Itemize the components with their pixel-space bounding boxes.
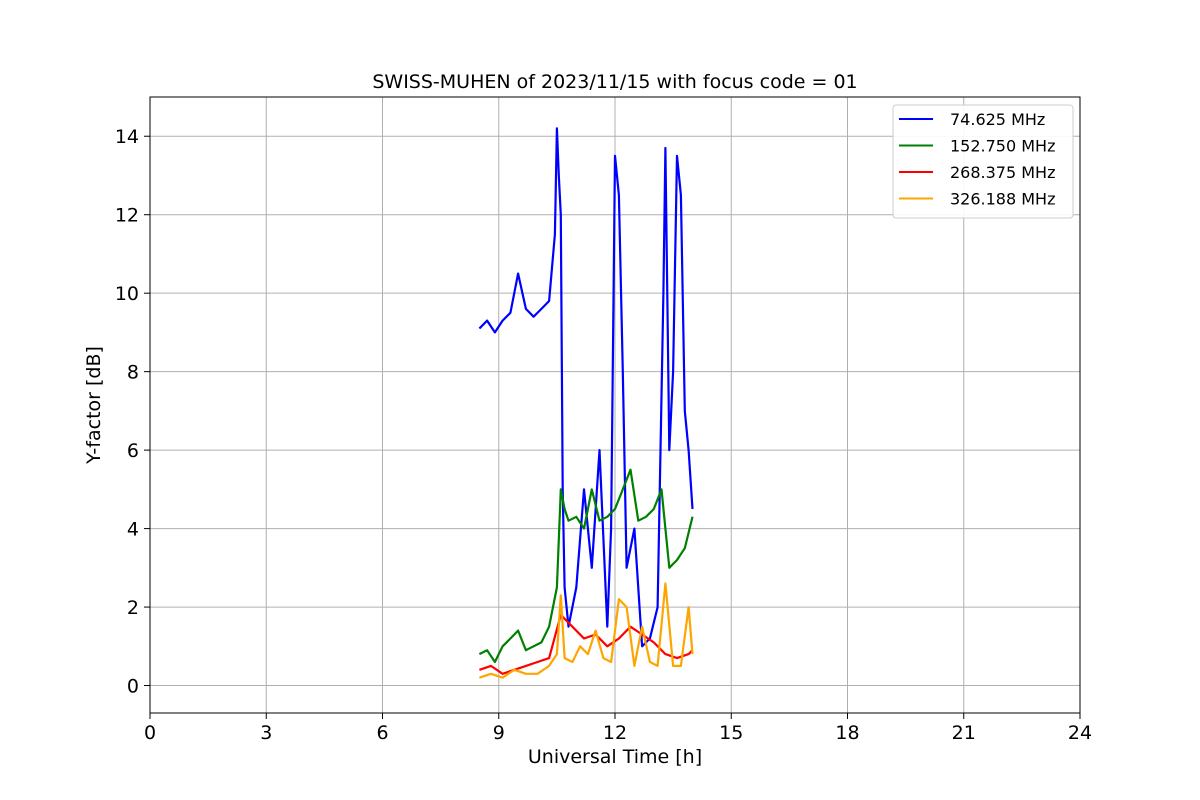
y-tick-label: 12: [115, 205, 139, 227]
x-tick-label: 6: [376, 722, 388, 744]
legend-label: 326.188 MHz: [950, 190, 1055, 209]
y-tick-label: 4: [127, 519, 139, 541]
x-tick-label: 24: [1068, 722, 1092, 744]
legend-box: [892, 104, 1074, 219]
x-tick-label: 9: [493, 722, 505, 744]
legend: 74.625 MHz 152.750 MHz 268.375 MHz 326.188 …: [892, 104, 1074, 219]
x-tick-label: 18: [835, 722, 859, 744]
legend-label: 152.750 MHz: [950, 137, 1055, 156]
x-tick-label: 15: [719, 722, 743, 744]
y-tick-label: 0: [127, 676, 139, 698]
x-tick-label: 21: [952, 722, 976, 744]
x-axis-label: Universal Time [h]: [528, 746, 702, 768]
y-tick-label: 10: [115, 283, 139, 305]
y-tick-label: 2: [127, 597, 139, 619]
legend-label: 74.625 MHz: [950, 110, 1045, 129]
series-line-3: [479, 582, 694, 679]
y-axis-label: Y-factor [dB]: [83, 346, 105, 465]
series-line-2: [479, 613, 694, 675]
y-tick-label: 6: [127, 440, 139, 462]
series-line-1: [478, 468, 694, 664]
legend-label: 268.375 MHz: [950, 163, 1055, 182]
chart-title: SWISS-MUHEN of 2023/11/15 with focus cod…: [372, 71, 857, 93]
x-tick-label: 3: [260, 722, 272, 744]
x-tick-label: 12: [603, 722, 627, 744]
series-layer: [478, 127, 694, 679]
x-tick-label: 0: [144, 722, 156, 744]
y-tick-label: 8: [127, 362, 139, 384]
y-tick-label: 14: [115, 126, 139, 148]
